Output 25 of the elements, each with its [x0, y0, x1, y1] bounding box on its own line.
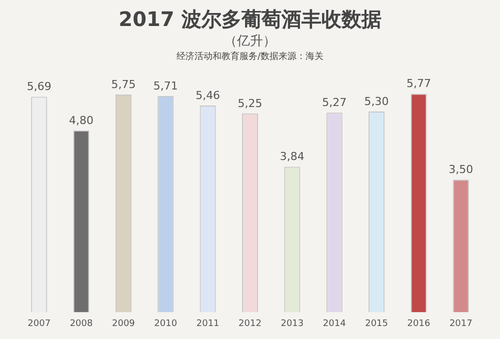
x-tick-label: 2011: [196, 318, 220, 329]
x-tick-label: 2016: [407, 318, 430, 329]
data-label: 5,69: [26, 80, 52, 94]
data-label: 5,75: [111, 78, 136, 91]
chart-subtitle: （亿升）: [223, 33, 277, 50]
x-tick-label: 2014: [322, 318, 346, 329]
data-label: 3,84: [280, 150, 304, 164]
x-tick-label: 2012: [238, 318, 262, 329]
text: 经济活动和教育服务/数据来源：海关: [175, 50, 325, 63]
x-tick-label: 2009: [112, 318, 136, 329]
data-label: 5,25: [238, 96, 262, 110]
x-tick-label: 2008: [70, 318, 93, 329]
data-label: 5,46: [196, 88, 220, 102]
x-tick-label: 2007: [28, 318, 51, 329]
x-tick-label: 2015: [365, 318, 388, 329]
data-label: 5,71: [153, 79, 178, 92]
chart-title: 2017 波尔多葡萄酒丰收数据: [118, 6, 382, 32]
x-tick-label: 2017: [449, 318, 472, 329]
x-tick-label: 2013: [280, 318, 304, 329]
data-label: 5,77: [406, 77, 431, 90]
data-label: 5,27: [322, 96, 347, 109]
data-label: 3,50: [448, 163, 474, 176]
data-label: 5,30: [364, 94, 389, 108]
data-label: 4,80: [69, 114, 94, 127]
x-tick-label: 2010: [154, 318, 178, 329]
